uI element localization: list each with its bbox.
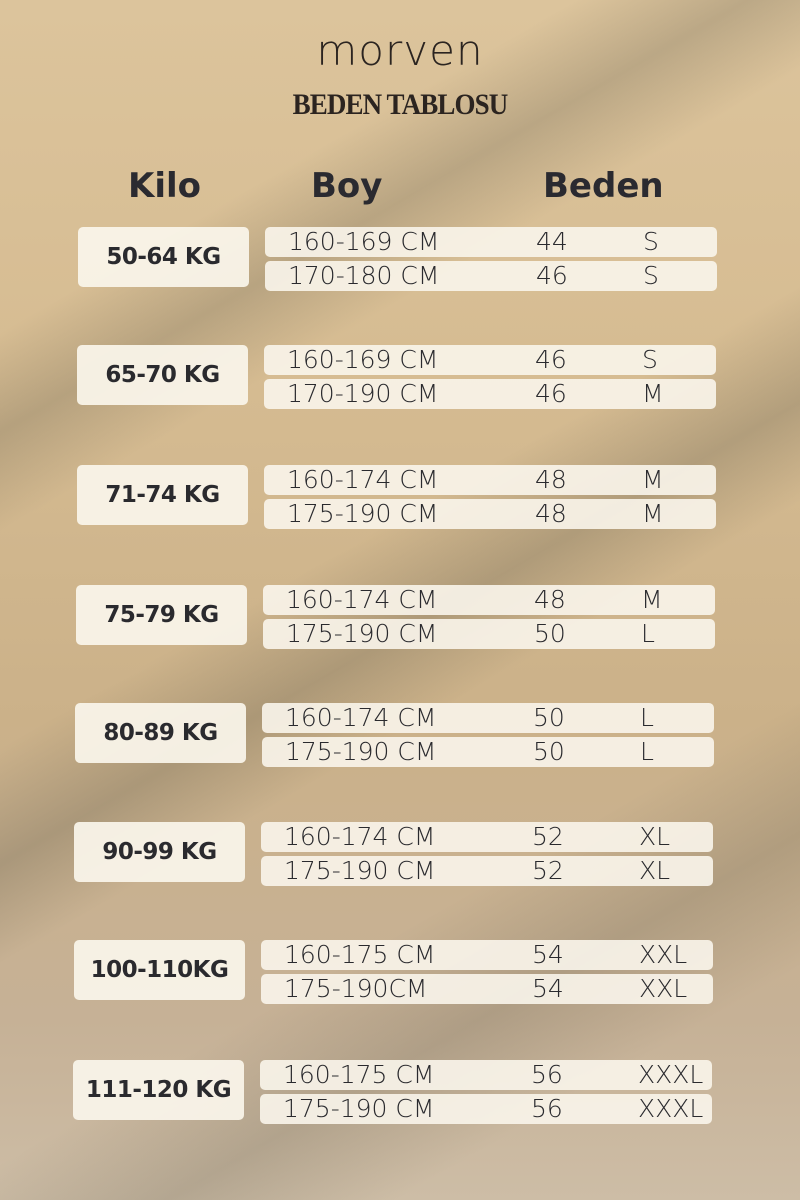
size-letter-cell: XL — [639, 856, 671, 885]
table-row: 160-174 CM 48 M — [263, 585, 715, 615]
size-number-cell: 54 — [532, 974, 564, 1003]
size-letter-cell: L — [641, 619, 655, 648]
size-number-cell: 52 — [532, 822, 564, 851]
size-number-cell: 50 — [533, 703, 565, 732]
size-letter-cell: XXXL — [638, 1060, 704, 1089]
size-number-cell: 50 — [533, 737, 565, 766]
size-group: 80-89 KG 160-174 CM 50 L 175-190 CM 50 L — [0, 703, 800, 769]
size-group: 65-70 KG 160-169 CM 46 S 170-190 CM 46 M — [0, 345, 800, 411]
size-number-cell: 48 — [535, 499, 567, 528]
height-cell: 160-174 CM — [287, 465, 439, 494]
size-letter-cell: M — [641, 585, 663, 614]
size-number-cell: 48 — [535, 465, 567, 494]
height-cell: 160-169 CM — [288, 227, 440, 256]
header-boy: Boy — [311, 166, 383, 206]
size-number-cell: 56 — [531, 1060, 563, 1089]
kilo-label: 90-99 KG — [74, 822, 245, 882]
height-cell: 160-174 CM — [285, 703, 437, 732]
height-cell: 160-174 CM — [286, 585, 438, 614]
kilo-label: 65-70 KG — [77, 345, 248, 405]
brand-logo: morven — [316, 26, 484, 75]
kilo-label: 111-120 KG — [73, 1060, 244, 1120]
height-cell: 175-190 CM — [286, 619, 438, 648]
table-row: 160-175 CM 54 XXL — [261, 940, 713, 970]
size-letter-cell: XXXL — [638, 1094, 704, 1123]
kilo-label: 75-79 KG — [76, 585, 247, 645]
table-row: 170-190 CM 46 M — [264, 379, 716, 409]
table-row: 160-174 CM 52 XL — [261, 822, 713, 852]
table-row: 175-190 CM 50 L — [262, 737, 714, 767]
height-cell: 170-190 CM — [287, 379, 439, 408]
header-kilo: Kilo — [128, 166, 202, 206]
kilo-label: 71-74 KG — [77, 465, 248, 525]
height-cell: 175-190 CM — [284, 856, 436, 885]
table-row: 160-174 CM 50 L — [262, 703, 714, 733]
kilo-label: 80-89 KG — [75, 703, 246, 763]
table-row: 175-190 CM 56 XXXL — [260, 1094, 712, 1124]
table-row: 175-190CM 54 XXL — [261, 974, 713, 1004]
height-cell: 160-175 CM — [283, 1060, 435, 1089]
size-number-cell: 46 — [535, 379, 567, 408]
table-row: 175-190 CM 52 XL — [261, 856, 713, 886]
size-group: 50-64 KG 160-169 CM 44 S 170-180 CM 46 S — [0, 227, 800, 293]
header-beden: Beden — [543, 166, 664, 206]
table-row: 160-169 CM 46 S — [264, 345, 716, 375]
table-row: 160-174 CM 48 M — [264, 465, 716, 495]
size-number-cell: 44 — [536, 227, 568, 256]
height-cell: 175-190 CM — [283, 1094, 435, 1123]
size-group: 75-79 KG 160-174 CM 48 M 175-190 CM 50 L — [0, 585, 800, 651]
height-cell: 175-190CM — [284, 974, 428, 1003]
height-cell: 160-174 CM — [284, 822, 436, 851]
size-letter-cell: S — [642, 345, 658, 374]
size-number-cell: 46 — [535, 345, 567, 374]
height-cell: 160-169 CM — [287, 345, 439, 374]
size-letter-cell: XXL — [639, 940, 688, 969]
table-row: 170-180 CM 46 S — [265, 261, 717, 291]
size-letter-cell: S — [643, 227, 659, 256]
kilo-label: 100-110KG — [74, 940, 245, 1000]
size-number-cell: 48 — [534, 585, 566, 614]
size-group: 90-99 KG 160-174 CM 52 XL 175-190 CM 52 XL — [0, 822, 800, 888]
size-letter-cell: M — [642, 465, 664, 494]
size-number-cell: 52 — [532, 856, 564, 885]
size-group: 111-120 KG 160-175 CM 56 XXXL 175-190 CM 56 XX… — [0, 1060, 800, 1126]
table-row: 160-175 CM 56 XXXL — [260, 1060, 712, 1090]
page-title: BEDEN TABLOSU — [292, 88, 509, 121]
size-number-cell: 46 — [536, 261, 568, 290]
size-number-cell: 50 — [534, 619, 566, 648]
height-cell: 170-180 CM — [288, 261, 440, 290]
table-row: 175-190 CM 50 L — [263, 619, 715, 649]
size-letter-cell: M — [642, 379, 664, 408]
size-letter-cell: L — [640, 703, 654, 732]
size-letter-cell: M — [642, 499, 664, 528]
size-number-cell: 54 — [532, 940, 564, 969]
size-group: 100-110KG 160-175 CM 54 XXL 175-190CM 54 XXL — [0, 940, 800, 1006]
size-letter-cell: XXL — [639, 974, 688, 1003]
height-cell: 160-175 CM — [284, 940, 436, 969]
table-row: 175-190 CM 48 M — [264, 499, 716, 529]
size-letter-cell: S — [643, 261, 659, 290]
size-letter-cell: L — [640, 737, 654, 766]
height-cell: 175-190 CM — [287, 499, 439, 528]
kilo-label: 50-64 KG — [78, 227, 249, 287]
size-group: 71-74 KG 160-174 CM 48 M 175-190 CM 48 M — [0, 465, 800, 531]
table-row: 160-169 CM 44 S — [265, 227, 717, 257]
height-cell: 175-190 CM — [285, 737, 437, 766]
size-number-cell: 56 — [531, 1094, 563, 1123]
size-letter-cell: XL — [639, 822, 671, 851]
